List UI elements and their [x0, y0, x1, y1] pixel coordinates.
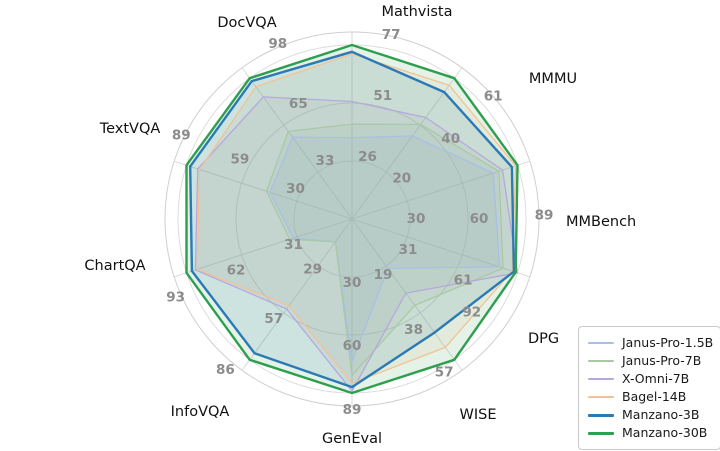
legend-swatch-manzano-3b	[588, 413, 614, 417]
series-line-x-omni-7b	[194, 96, 519, 392]
tick-geneval-2: 60	[343, 338, 362, 354]
series-fill-x-omni-7b	[195, 96, 518, 392]
axis-label-chartqa: ChartQA	[84, 258, 145, 274]
tick-docvqa-1: 33	[316, 153, 335, 169]
series-line-bagel-14b	[196, 53, 517, 384]
tick-dpg-2: 61	[454, 273, 473, 289]
series-line-janus-pro-7b	[265, 123, 504, 377]
legend-item-janus-pro-1.5b: Janus-Pro-1.5B	[588, 334, 714, 352]
spoke-dpg	[351, 218, 530, 278]
spoke-mmbench	[351, 160, 530, 220]
tick-docvqa-2: 65	[289, 96, 308, 112]
legend-swatch-janus-pro-1.5b	[588, 342, 614, 344]
legend-label-bagel-14b: Bagel-14B	[622, 389, 687, 404]
axis-label-geneval: GenEval	[322, 431, 382, 447]
legend-swatch-janus-pro-7b	[588, 360, 614, 362]
tick-wise-max: 57	[435, 364, 454, 380]
tick-chartqa-2: 62	[227, 263, 246, 279]
spoke-wise	[351, 218, 463, 371]
axis-label-mmmu: MMMU	[529, 71, 577, 87]
legend-item-janus-pro-7b: Janus-Pro-7B	[588, 352, 714, 370]
series-line-manzano-30b	[185, 43, 519, 395]
legend-label-janus-pro-1.5b: Janus-Pro-1.5B	[622, 335, 714, 350]
tick-docvqa-max: 98	[268, 36, 287, 52]
legend-item-bagel-14b: Bagel-14B	[588, 388, 714, 406]
series-line-janus-pro-1.5b	[269, 135, 501, 363]
axis-label-mmbench: MMBench	[566, 214, 636, 230]
series-line-manzano-3b	[188, 50, 516, 389]
legend-item-manzano-30b: Manzano-30B	[588, 424, 714, 442]
legend-swatch-manzano-30b	[588, 431, 614, 435]
tick-mmmu-1: 20	[392, 171, 411, 187]
tick-mmmu-max: 61	[484, 88, 503, 104]
tick-mmbench-1: 30	[407, 211, 426, 227]
series-fill-manzano-30b	[186, 45, 518, 393]
spoke-textvqa	[174, 160, 353, 220]
tick-mmbench-max: 89	[535, 208, 554, 224]
series-fill-janus-pro-7b	[266, 124, 504, 376]
tick-mmmu-2: 40	[441, 131, 460, 147]
tick-mmbench-2: 60	[470, 211, 489, 227]
tick-wise-1: 19	[374, 267, 393, 283]
tick-chartqa-1: 31	[284, 237, 303, 253]
tick-mathvista-max: 77	[382, 27, 401, 43]
legend-swatch-x-omni-7b	[588, 378, 614, 380]
axis-label-textvqa: TextVQA	[99, 121, 161, 137]
tick-dpg-max: 92	[462, 305, 481, 321]
legend-item-x-omni-7b: X-Omni-7B	[588, 370, 714, 388]
tick-dpg-1: 31	[399, 242, 418, 258]
axis-label-dpg: DPG	[528, 331, 559, 347]
tick-mathvista-2: 51	[373, 88, 392, 104]
legend-label-manzano-30b: Manzano-30B	[622, 425, 708, 440]
series-fill-manzano-3b	[190, 51, 514, 388]
axis-label-infovqa: InfoVQA	[171, 404, 230, 420]
spoke-docvqa	[241, 67, 353, 220]
axis-label-wise: WISE	[460, 407, 497, 423]
tick-textvqa-1: 30	[286, 181, 305, 197]
legend-label-janus-pro-7b: Janus-Pro-7B	[622, 353, 702, 368]
legend-label-x-omni-7b: X-Omni-7B	[622, 371, 690, 386]
legend-item-manzano-3b: Manzano-3B	[588, 406, 714, 424]
tick-mathvista-1: 26	[358, 149, 377, 165]
spoke-chartqa	[174, 218, 353, 278]
spoke-infovqa	[241, 218, 353, 371]
axis-label-docvqa: DocVQA	[217, 15, 276, 31]
legend-swatch-bagel-14b	[588, 396, 614, 398]
legend-box: Janus-Pro-1.5B Janus-Pro-7B X-Omni-7B Bagel…	[578, 326, 720, 450]
tick-infovqa-1: 29	[303, 261, 322, 277]
tick-wise-2: 38	[404, 322, 423, 338]
tick-geneval-1: 30	[343, 275, 362, 291]
tick-chartqa-max: 93	[166, 290, 185, 306]
tick-textvqa-2: 59	[230, 151, 249, 167]
tick-infovqa-max: 86	[216, 362, 235, 378]
tick-infovqa-2: 57	[264, 311, 283, 327]
axis-label-mathvista: Mathvista	[381, 4, 452, 20]
legend-label-manzano-3b: Manzano-3B	[622, 407, 700, 422]
series-fill-janus-pro-1.5b	[270, 135, 500, 362]
tick-textvqa-max: 89	[172, 128, 191, 144]
tick-geneval-max: 89	[343, 402, 362, 418]
